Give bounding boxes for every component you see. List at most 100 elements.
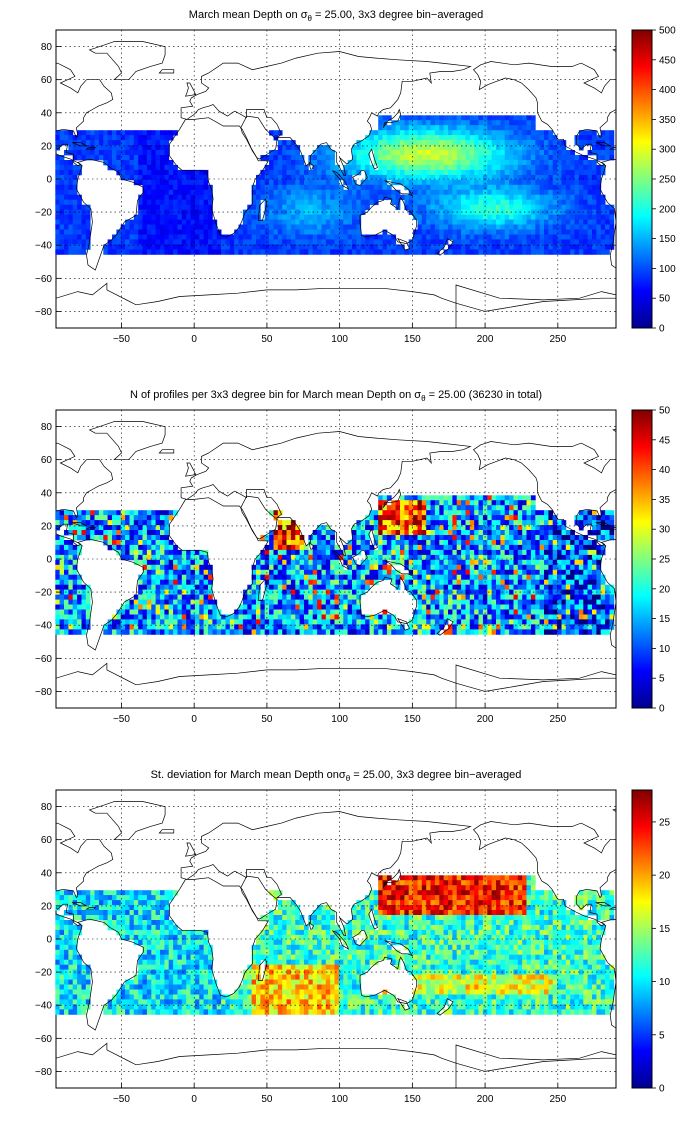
data-cell bbox=[204, 200, 209, 205]
data-cell bbox=[164, 205, 169, 210]
data-cell bbox=[352, 220, 357, 225]
data-cell bbox=[544, 545, 549, 550]
data-cell bbox=[404, 155, 409, 160]
data-cell bbox=[474, 225, 479, 230]
data-cell bbox=[396, 540, 401, 545]
colorbar-tick-label: 100 bbox=[659, 264, 676, 275]
data-cell bbox=[252, 585, 257, 590]
data-cell bbox=[404, 530, 409, 535]
data-cell bbox=[199, 615, 204, 620]
data-cell bbox=[518, 545, 523, 550]
data-cell bbox=[522, 500, 527, 505]
data-cell bbox=[204, 565, 209, 570]
data-cell bbox=[160, 150, 165, 155]
data-cell bbox=[300, 175, 305, 180]
data-cell bbox=[452, 235, 457, 240]
data-cell bbox=[500, 165, 505, 170]
data-cell bbox=[487, 225, 492, 230]
data-cell bbox=[326, 205, 331, 210]
data-cell bbox=[570, 565, 575, 570]
data-cell bbox=[487, 115, 492, 120]
data-cell bbox=[64, 239, 69, 244]
data-cell bbox=[82, 230, 87, 235]
data-cell bbox=[553, 520, 558, 525]
data-cell bbox=[470, 205, 475, 210]
data-cell bbox=[509, 165, 514, 170]
data-cell bbox=[461, 500, 466, 505]
data-cell bbox=[125, 140, 130, 145]
data-cell bbox=[553, 150, 558, 155]
data-cell bbox=[479, 120, 484, 125]
data-cell bbox=[55, 575, 60, 580]
data-cell bbox=[173, 190, 178, 195]
data-cell bbox=[566, 235, 571, 240]
data-cell bbox=[544, 130, 549, 135]
data-cell bbox=[426, 615, 431, 620]
data-cell bbox=[265, 249, 270, 254]
data-cell bbox=[274, 230, 279, 235]
data-cell bbox=[435, 160, 440, 165]
data-cell bbox=[444, 125, 449, 130]
data-cell bbox=[588, 205, 593, 210]
data-cell bbox=[444, 495, 449, 500]
data-cell bbox=[505, 580, 510, 585]
data-cell bbox=[295, 550, 300, 555]
data-cell bbox=[518, 225, 523, 230]
data-cell bbox=[282, 605, 287, 610]
data-cell bbox=[544, 580, 549, 585]
data-cell bbox=[68, 550, 73, 555]
data-cell bbox=[461, 235, 466, 240]
data-cell bbox=[274, 200, 279, 205]
data-cell bbox=[108, 150, 113, 155]
data-cell bbox=[383, 160, 388, 165]
data-cell bbox=[195, 185, 200, 190]
data-cell bbox=[422, 550, 427, 555]
data-cell bbox=[479, 235, 484, 240]
data-cell bbox=[457, 215, 462, 220]
data-cell bbox=[82, 585, 87, 590]
data-cell bbox=[448, 215, 453, 220]
data-cell bbox=[374, 130, 379, 135]
data-cell bbox=[191, 225, 196, 230]
data-cell bbox=[540, 200, 545, 205]
data-cell bbox=[562, 230, 567, 235]
data-cell bbox=[413, 135, 418, 140]
data-cell bbox=[492, 220, 497, 225]
data-cell bbox=[90, 530, 95, 535]
data-cell bbox=[304, 239, 309, 244]
data-cell bbox=[383, 530, 388, 535]
data-cell bbox=[487, 585, 492, 590]
data-cell bbox=[391, 530, 396, 535]
data-cell bbox=[330, 610, 335, 615]
data-cell bbox=[156, 555, 161, 560]
data-cell bbox=[426, 190, 431, 195]
data-cell bbox=[352, 235, 357, 240]
data-cell bbox=[265, 185, 270, 190]
data-cell bbox=[409, 515, 414, 520]
data-cell bbox=[64, 180, 69, 185]
data-cell bbox=[431, 235, 436, 240]
data-cell bbox=[570, 225, 575, 230]
data-cell bbox=[557, 230, 562, 235]
data-cell bbox=[579, 605, 584, 610]
data-cell bbox=[55, 615, 60, 620]
data-cell bbox=[387, 190, 392, 195]
data-cell bbox=[470, 135, 475, 140]
data-cell bbox=[274, 235, 279, 240]
data-cell bbox=[64, 560, 69, 565]
data-cell bbox=[374, 530, 379, 535]
data-cell bbox=[330, 565, 335, 570]
data-cell bbox=[470, 200, 475, 205]
data-cell bbox=[77, 605, 82, 610]
data-cell bbox=[291, 585, 296, 590]
data-cell bbox=[596, 200, 601, 205]
data-cell bbox=[492, 495, 497, 500]
data-cell bbox=[583, 249, 588, 254]
data-cell bbox=[169, 560, 174, 565]
data-cell bbox=[470, 190, 475, 195]
data-cell bbox=[527, 585, 532, 590]
data-cell bbox=[60, 610, 65, 615]
data-cell bbox=[343, 200, 348, 205]
data-cell bbox=[68, 200, 73, 205]
data-cell bbox=[308, 555, 313, 560]
